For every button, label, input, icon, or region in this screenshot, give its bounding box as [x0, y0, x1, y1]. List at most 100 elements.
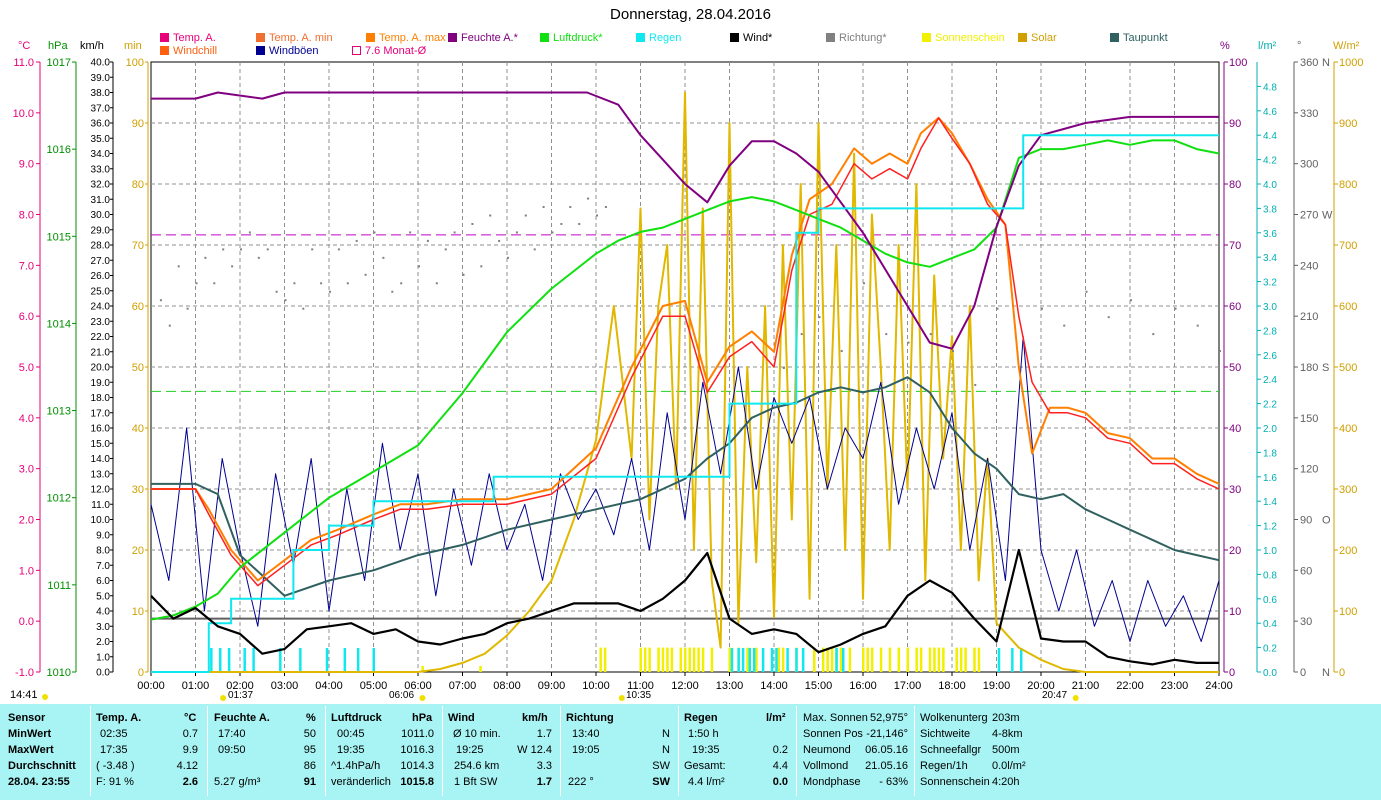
rain-event-bar	[997, 648, 1001, 672]
humidity-tick-label: 70	[1229, 240, 1241, 252]
rain-event-bar	[356, 648, 360, 672]
sun-moon-marker	[220, 695, 227, 701]
dir-r4-value: SW	[652, 776, 670, 788]
rain-event-bar	[1019, 648, 1023, 672]
hum-avg-value: 86	[303, 760, 316, 772]
x-tick-label: 05:00	[360, 680, 388, 692]
direction-point	[604, 206, 607, 209]
rain-r3-value: 4.4	[772, 760, 788, 772]
sunshine-bar	[599, 647, 602, 672]
sun-tick-label: 80	[132, 179, 144, 191]
rain-event-bar	[227, 648, 231, 672]
rain-event-bar	[343, 648, 347, 672]
sunshine-bar	[701, 647, 705, 672]
legend-item: Temp. A.	[160, 32, 216, 44]
humidity-tick-label: 90	[1229, 118, 1241, 130]
direction-tick-label: 330	[1300, 108, 1318, 120]
direction-point	[996, 307, 999, 310]
direction-compass-label: W	[1322, 210, 1333, 222]
rain-event-bar	[299, 648, 302, 672]
sun-tick-label: 30	[132, 484, 144, 496]
sunshine-bar	[919, 647, 923, 672]
wind-tick-label: 32.0	[91, 180, 111, 191]
direction-point	[578, 222, 581, 225]
sunshine-bar	[977, 647, 981, 672]
direction-point	[1041, 307, 1043, 310]
temp-tick-label: 6.0	[19, 311, 34, 323]
sunshine-bar	[830, 647, 834, 672]
panel-separator	[560, 706, 561, 796]
sun-marker-left	[42, 694, 48, 700]
wind-tick-label: 37.0	[91, 103, 111, 114]
direction-point	[498, 239, 501, 242]
sunshine-bar	[866, 647, 869, 672]
direction-point	[444, 248, 447, 251]
wind-tick-label: 23.0	[91, 317, 111, 328]
rain-event-bar	[761, 648, 765, 672]
pressure-tick-label: 1017	[47, 57, 71, 69]
wind-r1-value: 1.7	[536, 728, 552, 740]
temp-tick-label: 5.0	[19, 362, 34, 374]
sunshine-bar	[897, 647, 901, 672]
wind-tick-label: 12.0	[91, 485, 111, 496]
sunshine-bar	[937, 647, 941, 672]
stats-panel: Sensor MinWert MaxWert Durchschnitt 28.0…	[0, 704, 1381, 800]
direction-point	[782, 367, 785, 369]
sun-v2: 06.05.16	[865, 744, 908, 756]
temp-tick-label: 1.0	[19, 565, 34, 577]
wind-r2-label: 19:25	[456, 744, 484, 756]
press-avg-value: 1014.3	[400, 760, 434, 772]
x-tick-label: 17:00	[894, 680, 922, 692]
rain-event-bar	[841, 648, 845, 672]
sunshine-bar	[933, 647, 936, 672]
temp-min-value: 0.7	[182, 728, 198, 740]
temp-tick-label: -1.0	[15, 667, 34, 679]
x-tick-label: 12:00	[671, 680, 699, 692]
rain-tick-label: 0.2	[1263, 644, 1277, 655]
direction-point	[231, 265, 234, 268]
direction-compass-label: N	[1322, 667, 1330, 679]
legend-swatch	[256, 33, 265, 42]
direction-point	[222, 248, 225, 251]
pressure-tick-label: 1015	[47, 231, 71, 243]
x-tick-label: 00:00	[137, 680, 165, 692]
direction-point	[1130, 299, 1132, 302]
series-humidity	[151, 91, 1219, 350]
temp-current-value: 2.6	[182, 776, 198, 788]
rain-event-bar	[372, 648, 375, 672]
rain-event-bar	[770, 648, 774, 672]
press-trend: ^1.4hPa/h	[331, 760, 381, 772]
rain-tick-label: 4.0	[1263, 180, 1277, 191]
direction-point	[453, 231, 456, 234]
temp-avg-value: 4.12	[176, 760, 198, 772]
legend-swatch	[366, 33, 375, 42]
solar-tick-label: 800	[1339, 179, 1357, 191]
legend-swatch	[160, 46, 169, 55]
dir-r2-value: N	[662, 744, 670, 756]
sun-k0: Max. Sonnen	[803, 712, 868, 724]
temp-current-note: F: 91 %	[96, 776, 134, 788]
x-tick-label: 02:00	[226, 680, 254, 692]
temp-tick-label: 10.0	[13, 108, 34, 120]
direction-point	[364, 273, 367, 276]
sunshine-bar	[888, 647, 892, 672]
legend-label: Sonnenschein	[935, 32, 1005, 44]
rain-event-bar	[218, 648, 222, 672]
hum-max-time: 09:50	[218, 744, 246, 756]
sun-v3: 21.05.16	[865, 760, 908, 772]
temp-unit: °C	[184, 712, 197, 724]
direction-point	[426, 239, 429, 242]
sun-tick-label: 40	[132, 423, 144, 435]
panel-separator	[442, 706, 443, 796]
unit-wm2: W/m²	[1333, 40, 1360, 52]
direction-point	[462, 273, 465, 276]
legend-swatch	[922, 33, 931, 42]
panel-separator	[325, 706, 326, 796]
dir-r3-value: SW	[652, 760, 670, 772]
misc-v3: 0.0l/m²	[992, 760, 1026, 772]
sun-tick-label: 100	[126, 57, 144, 69]
legend-item: Taupunkt	[1110, 32, 1168, 44]
solar-tick-label: 400	[1339, 423, 1357, 435]
rain-tick-label: 1.2	[1263, 522, 1277, 533]
sunshine-bar	[955, 647, 958, 672]
